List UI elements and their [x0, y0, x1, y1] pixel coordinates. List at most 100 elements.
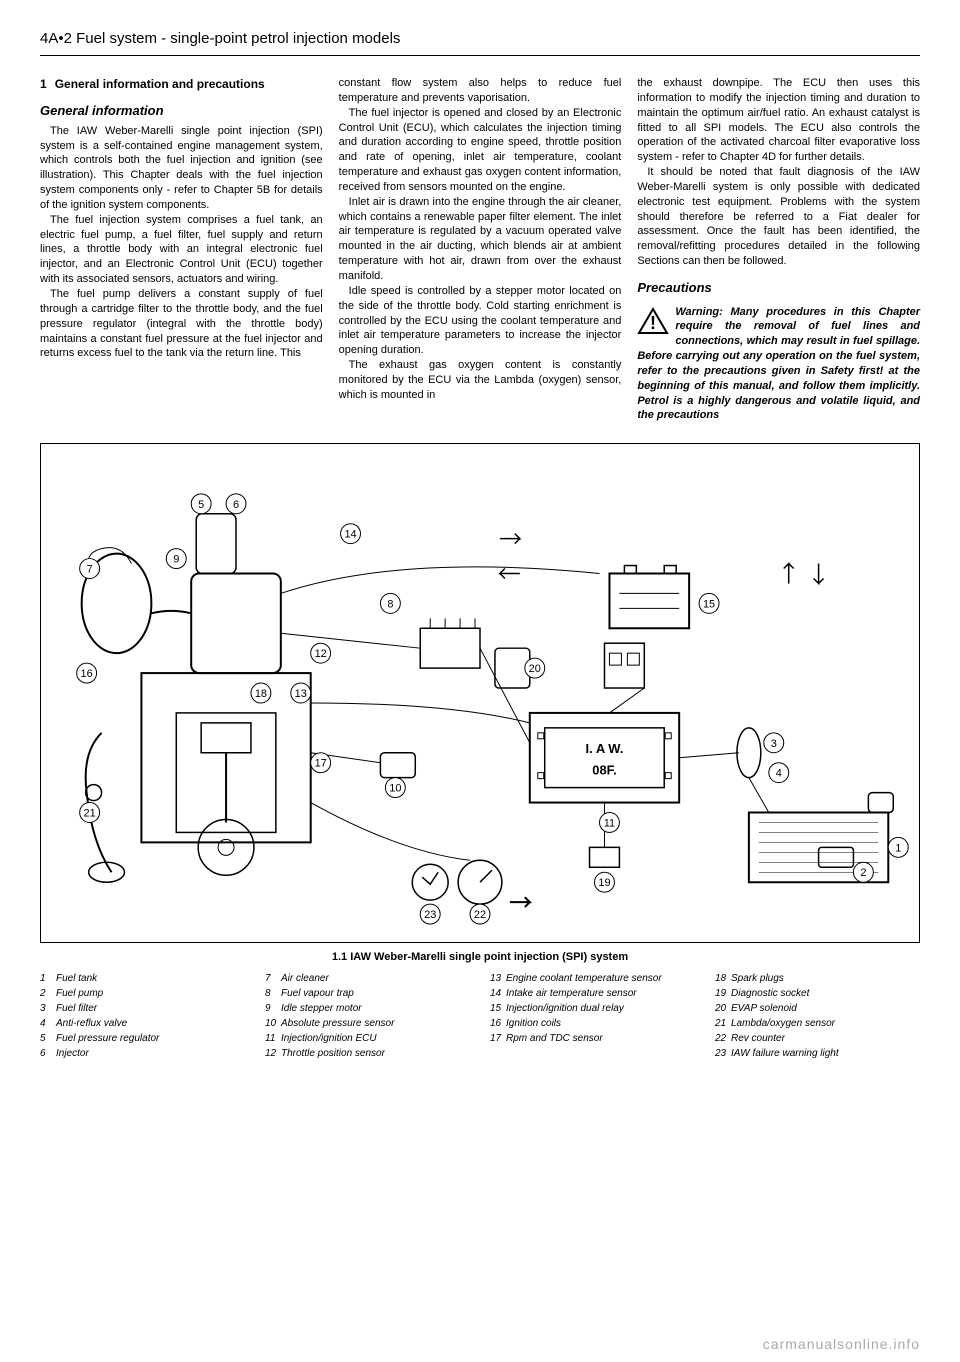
- precautions-heading: Precautions: [637, 279, 920, 297]
- paragraph: It should be noted that fault diagnosis …: [637, 165, 920, 269]
- legend-col-4: 18Spark plugs19Diagnostic socket20EVAP s…: [715, 971, 920, 1061]
- svg-text:7: 7: [87, 564, 93, 576]
- warning-text: Warning: Many procedures in this Chapter…: [637, 305, 920, 424]
- paragraph: the exhaust downpipe. The ECU then uses …: [637, 76, 920, 165]
- legend-number: 12: [265, 1046, 281, 1061]
- legend-text: Rev counter: [731, 1033, 785, 1044]
- legend-item: 23IAW failure warning light: [715, 1046, 920, 1061]
- svg-text:2: 2: [860, 867, 866, 879]
- svg-text:18: 18: [255, 688, 267, 700]
- legend-text: Throttle position sensor: [281, 1048, 385, 1059]
- legend-number: 21: [715, 1016, 731, 1031]
- svg-text:3: 3: [771, 738, 777, 750]
- legend-text: Injection/ignition ECU: [281, 1033, 377, 1044]
- legend-text: Spark plugs: [731, 973, 784, 984]
- diagram-caption: 1.1 IAW Weber-Marelli single point injec…: [40, 951, 920, 963]
- legend-number: 23: [715, 1046, 731, 1061]
- legend-number: 16: [490, 1016, 506, 1031]
- legend-text: EVAP solenoid: [731, 1003, 797, 1014]
- legend-text: Absolute pressure sensor: [281, 1018, 394, 1029]
- legend-item: 16Ignition coils: [490, 1016, 695, 1031]
- legend-item: 2Fuel pump: [40, 986, 245, 1001]
- legend-text: Idle stepper motor: [281, 1003, 362, 1014]
- legend-text: Diagnostic socket: [731, 988, 809, 999]
- legend-item: 11Injection/ignition ECU: [265, 1031, 470, 1046]
- legend-text: Ignition coils: [506, 1018, 561, 1029]
- legend-item: 19Diagnostic socket: [715, 986, 920, 1001]
- section-1-title: 1General information and precautions: [40, 76, 323, 92]
- paragraph: Inlet air is drawn into the engine throu…: [339, 195, 622, 284]
- legend-item: 4Anti-reflux valve: [40, 1016, 245, 1031]
- legend-item: 10Absolute pressure sensor: [265, 1016, 470, 1031]
- svg-text:13: 13: [295, 688, 307, 700]
- svg-text:22: 22: [474, 909, 486, 921]
- legend-col-2: 7Air cleaner 8Fuel vapour trap9Idle stepp…: [265, 971, 470, 1061]
- legend-number: 13: [490, 971, 506, 986]
- svg-text:15: 15: [703, 599, 715, 611]
- legend-item: 1Fuel tank: [40, 971, 245, 986]
- legend-text: Fuel pressure regulator: [56, 1033, 159, 1044]
- legend-item: 13Engine coolant temperature sensor: [490, 971, 695, 986]
- paragraph: constant flow system also helps to reduc…: [339, 76, 622, 106]
- page-header: 4A•2 Fuel system - single-point petrol i…: [40, 30, 920, 56]
- legend-number: 7: [265, 971, 281, 986]
- section-title-text: General information and precautions: [55, 77, 265, 91]
- legend-item: 12Throttle position sensor: [265, 1046, 470, 1061]
- legend-col-1: 1Fuel tank2Fuel pump3Fuel filter 4Anti-re…: [40, 971, 245, 1061]
- svg-text:9: 9: [173, 554, 179, 566]
- legend-text: Injection/ignition dual relay: [506, 1003, 624, 1014]
- legend-col-3: 13Engine coolant temperature sensor14Int…: [490, 971, 695, 1061]
- svg-text:!: !: [650, 313, 656, 333]
- warning-box: ! Warning: Many procedures in this Chapt…: [637, 305, 920, 424]
- paragraph: The IAW Weber-Marelli single point injec…: [40, 124, 323, 213]
- legend-number: 8: [265, 986, 281, 1001]
- legend-item: 14Intake air temperature sensor: [490, 986, 695, 1001]
- svg-text:10: 10: [389, 783, 401, 795]
- legend-item: 20EVAP solenoid: [715, 1001, 920, 1016]
- legend-number: 2: [40, 986, 56, 1001]
- legend-item: 21Lambda/oxygen sensor: [715, 1016, 920, 1031]
- legend-item: 6Injector: [40, 1046, 245, 1061]
- svg-text:21: 21: [84, 808, 96, 820]
- column-3: the exhaust downpipe. The ECU then uses …: [637, 76, 920, 423]
- column-1: 1General information and precautions Gen…: [40, 76, 323, 423]
- system-diagram: I. A W. 08F.: [51, 454, 909, 932]
- paragraph: The fuel pump delivers a constant supply…: [40, 287, 323, 361]
- svg-text:14: 14: [344, 529, 356, 541]
- ecu-label-1: I. A W.: [586, 741, 624, 756]
- legend-number: 1: [40, 971, 56, 986]
- legend-number: 9: [265, 1001, 281, 1016]
- legend-number: 6: [40, 1046, 56, 1061]
- legend-item: 9Idle stepper motor: [265, 1001, 470, 1016]
- legend-number: 15: [490, 1001, 506, 1016]
- legend-text: Fuel pump: [56, 988, 103, 999]
- legend-item: 15Injection/ignition dual relay: [490, 1001, 695, 1016]
- svg-text:11: 11: [604, 818, 615, 830]
- paragraph: The fuel injection system comprises a fu…: [40, 213, 323, 287]
- general-info-heading: General information: [40, 102, 323, 120]
- legend-text: Fuel filter: [56, 1003, 97, 1014]
- legend-item: 18Spark plugs: [715, 971, 920, 986]
- diagram-container: I. A W. 08F.: [40, 443, 920, 943]
- legend-number: 3: [40, 1001, 56, 1016]
- legend-number: 20: [715, 1001, 731, 1016]
- legend-item: 8Fuel vapour trap: [265, 986, 470, 1001]
- svg-text:20: 20: [529, 663, 541, 675]
- legend-text: Intake air temperature sensor: [506, 988, 637, 999]
- legend-text: Air cleaner: [281, 973, 329, 984]
- legend-text: Rpm and TDC sensor: [506, 1033, 603, 1044]
- paragraph: The fuel injector is opened and closed b…: [339, 106, 622, 195]
- text-columns: 1General information and precautions Gen…: [40, 76, 920, 423]
- svg-text:17: 17: [315, 758, 327, 770]
- legend-number: 17: [490, 1031, 506, 1046]
- legend-number: 18: [715, 971, 731, 986]
- warning-triangle-icon: !: [637, 307, 669, 335]
- legend-item: 17Rpm and TDC sensor: [490, 1031, 695, 1046]
- legend-number: 22: [715, 1031, 731, 1046]
- svg-text:4: 4: [776, 768, 782, 780]
- legend-text: Engine coolant temperature sensor: [506, 973, 662, 984]
- legend-number: 10: [265, 1016, 281, 1031]
- svg-text:6: 6: [233, 499, 239, 511]
- ecu-label-2: 08F.: [592, 763, 616, 778]
- legend-text: Lambda/oxygen sensor: [731, 1018, 835, 1029]
